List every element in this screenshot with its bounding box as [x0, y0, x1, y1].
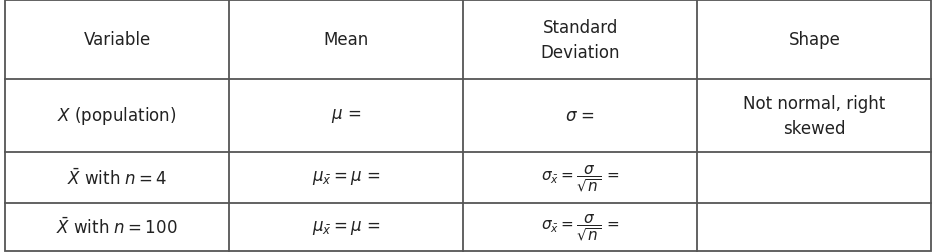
Text: Not normal, right
skewed: Not normal, right skewed	[743, 94, 885, 137]
Text: Mean: Mean	[324, 31, 369, 49]
Text: $\sigma_{\bar{x}} = \dfrac{\sigma}{\sqrt{n}}$ =: $\sigma_{\bar{x}} = \dfrac{\sigma}{\sqrt…	[541, 211, 620, 242]
Text: $X$ (population): $X$ (population)	[57, 105, 177, 127]
Text: $\sigma_{\bar{x}} = \dfrac{\sigma}{\sqrt{n}}$ =: $\sigma_{\bar{x}} = \dfrac{\sigma}{\sqrt…	[541, 162, 620, 193]
Text: Shape: Shape	[788, 31, 841, 49]
Text: $\sigma$ =: $\sigma$ =	[565, 107, 595, 125]
Text: Variable: Variable	[83, 31, 151, 49]
Text: $\bar{X}$ with $n = 4$: $\bar{X}$ with $n = 4$	[66, 168, 168, 188]
Text: $\mu_{\bar{x}} = \mu$ =: $\mu_{\bar{x}} = \mu$ =	[312, 218, 381, 236]
Text: Standard
Deviation: Standard Deviation	[541, 19, 620, 62]
Text: $\mu$ =: $\mu$ =	[331, 107, 361, 125]
Text: $\mu_{\bar{x}} = \mu$ =: $\mu_{\bar{x}} = \mu$ =	[312, 169, 381, 187]
Text: $\bar{X}$ with $n = 100$: $\bar{X}$ with $n = 100$	[56, 217, 178, 237]
